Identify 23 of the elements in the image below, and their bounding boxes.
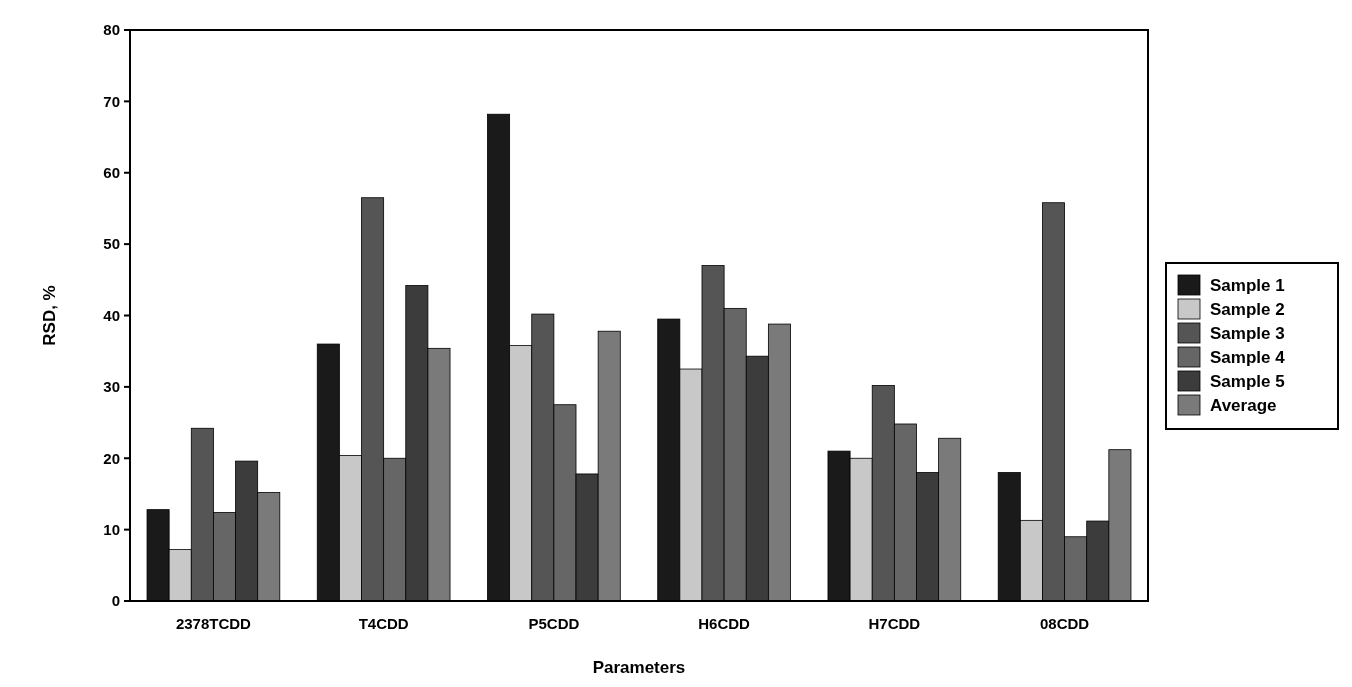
y-tick-label: 60 [103,164,120,181]
legend-label: Sample 2 [1210,299,1285,319]
x-tick-label: H7CDD [868,615,921,632]
y-tick-label: 80 [103,21,120,39]
legend-label: Sample 4 [1210,347,1286,367]
x-tick-label: 08CDD [1039,615,1090,632]
y-tick-label: 70 [103,92,120,110]
x-tick-label: 2378TCDD [175,615,252,632]
x-tick-label: T4CDD [358,615,409,632]
legend-label: Sample 3 [1210,323,1285,343]
y-axis-title: RSD, % [40,285,59,346]
y-tick-label: 10 [103,520,120,538]
y-tick-label: 0 [111,592,120,610]
y-tick-label: 40 [103,306,120,324]
y-tick-label: 20 [103,449,120,467]
y-tick-label: 50 [103,235,120,253]
legend-label: Sample 1 [1210,275,1285,295]
y-tick-label: 30 [103,378,120,396]
legend-label: Sample 5 [1210,371,1285,391]
x-axis-title: Parameters [592,658,686,677]
x-tick-label: H6CDD [698,615,751,632]
legend-label: Average [1210,395,1277,415]
x-tick-label: P5CDD [528,615,580,632]
